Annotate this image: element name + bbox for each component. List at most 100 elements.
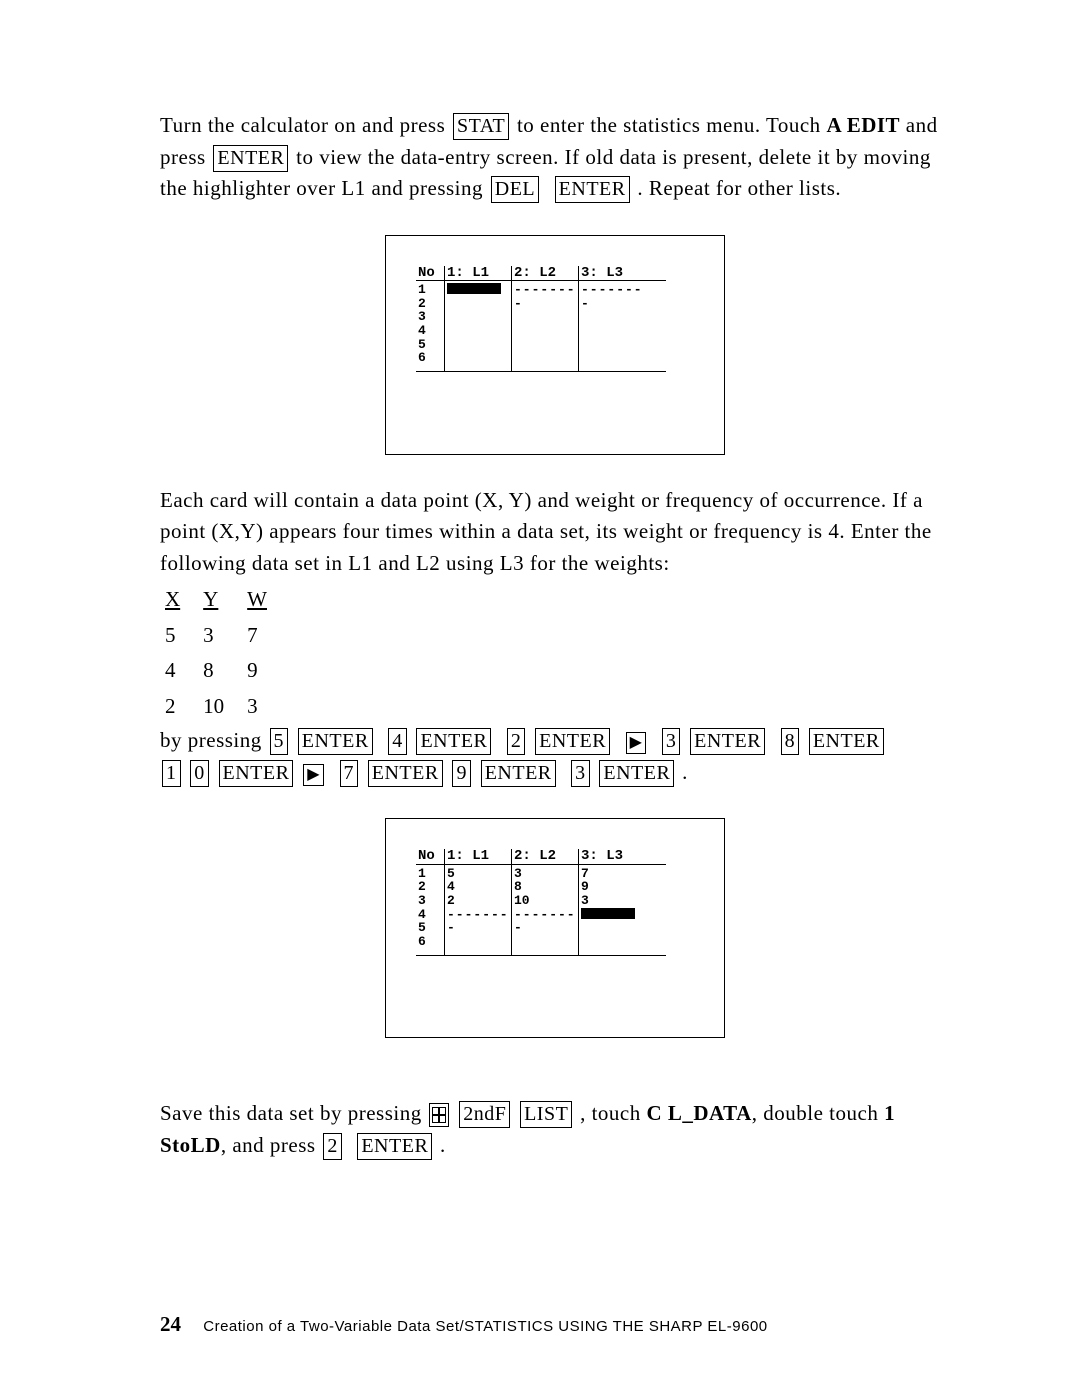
key-enter: ENTER: [298, 728, 373, 755]
text: by pressing: [160, 728, 268, 752]
col-header-l2: 2: L2: [511, 849, 578, 864]
key-enter: ENTER: [599, 760, 674, 787]
cell: 5: [447, 867, 511, 881]
key-2: 2: [323, 1133, 342, 1160]
cell: 7: [246, 619, 287, 653]
col-header-l1: 1: L1: [444, 266, 511, 281]
key-enter: ENTER: [357, 1133, 432, 1160]
highlight: [581, 908, 645, 922]
footer-text: Creation of a Two-Variable Data Set/STAT…: [203, 1318, 767, 1335]
cell: 3: [514, 867, 578, 881]
key-2: 2: [507, 728, 526, 755]
key-5: 5: [270, 728, 289, 755]
cell: 7: [581, 867, 645, 881]
cell: 9: [246, 654, 287, 688]
key-enter: ENTER: [219, 760, 294, 787]
cell: 3: [246, 690, 287, 724]
key-enter: ENTER: [416, 728, 491, 755]
col-header-no: No: [416, 849, 444, 864]
cell: 5: [164, 619, 200, 653]
screen-table: No 1: L1 2: L2 3: L3 1 2 3 4 5 6 -------…: [416, 266, 666, 373]
key-4: 4: [388, 728, 407, 755]
key-2ndf: 2ndF: [459, 1101, 510, 1128]
rownum: 1: [418, 867, 444, 881]
key-enter: ENTER: [809, 728, 884, 755]
key-enter: ENTER: [368, 760, 443, 787]
cell: 3: [581, 894, 645, 908]
col-l3: 7 9 3: [578, 865, 645, 955]
col-l1: 5 4 2 --------: [444, 865, 511, 955]
rownum: 4: [418, 908, 444, 922]
rownum: 4: [418, 324, 444, 338]
screen-body: 1 2 3 4 5 6 -------- --------: [416, 281, 666, 372]
table-row: 2 10 3: [164, 690, 287, 724]
key-enter: ENTER: [535, 728, 610, 755]
key-right-arrow: ▶: [626, 732, 647, 754]
xyw-table: X Y W 5 3 7 4 8 9 2 10 3: [162, 581, 289, 725]
rownum: 1: [418, 283, 444, 297]
key-9: 9: [452, 760, 471, 787]
screen-header: No 1: L1 2: L2 3: L3: [416, 849, 666, 865]
page-footer: 24 Creation of a Two-Variable Data Set/S…: [160, 1312, 768, 1337]
col-l2: 3 8 10 --------: [511, 865, 578, 955]
text: . Repeat for other lists.: [632, 176, 842, 200]
col-l1: [444, 281, 511, 371]
cell: 2: [164, 690, 200, 724]
cell: 2: [447, 894, 511, 908]
rownum: 5: [418, 921, 444, 935]
rownum: 2: [418, 880, 444, 894]
col-l3: --------: [578, 281, 645, 371]
highlight-bar: [581, 908, 635, 919]
text: , double touch: [752, 1101, 884, 1125]
col-y: Y: [202, 583, 244, 617]
key-sequence-line-1: by pressing 5 ENTER 4 ENTER 2 ENTER ▶ 3 …: [160, 725, 950, 757]
key-3: 3: [662, 728, 681, 755]
calculator-icon: [429, 1103, 449, 1127]
key-stat: STAT: [453, 113, 509, 140]
key-right-arrow: ▶: [303, 764, 324, 786]
calculator-screen-2: No 1: L1 2: L2 3: L3 1 2 3 4 5 6 5 4 2: [385, 818, 725, 1038]
table-header-row: X Y W: [164, 583, 287, 617]
text: Turn the calculator on and press: [160, 113, 451, 137]
cell: 9: [581, 880, 645, 894]
screen-table: No 1: L1 2: L2 3: L3 1 2 3 4 5 6 5 4 2: [416, 849, 666, 956]
cell: 8: [514, 880, 578, 894]
screen-header: No 1: L1 2: L2 3: L3: [416, 266, 666, 282]
cell: 3: [202, 619, 244, 653]
key-enter: ENTER: [213, 145, 288, 172]
calculator-screen-1: No 1: L1 2: L2 3: L3 1 2 3 4 5 6 -------…: [385, 235, 725, 455]
rownum: 3: [418, 310, 444, 324]
key-enter: ENTER: [690, 728, 765, 755]
rownum: 3: [418, 894, 444, 908]
cell: 4: [164, 654, 200, 688]
paragraph-3: Save this data set by pressing 2ndF LIST…: [160, 1098, 950, 1161]
key-list: LIST: [520, 1101, 572, 1128]
rownum: 6: [418, 935, 444, 949]
paragraph-2: Each card will contain a data point (X, …: [160, 485, 950, 580]
cell: 8: [202, 654, 244, 688]
cell: 4: [447, 880, 511, 894]
rownum: 6: [418, 351, 444, 365]
col-x: X: [164, 583, 200, 617]
col-header-l2: 2: L2: [511, 266, 578, 281]
key-7: 7: [340, 760, 359, 787]
cell: 10: [514, 894, 578, 908]
key-enter: ENTER: [555, 176, 630, 203]
col-header-l3: 3: L3: [578, 266, 645, 281]
text: , touch: [574, 1101, 646, 1125]
key-0: 0: [190, 760, 209, 787]
key-1: 1: [162, 760, 181, 787]
highlight-bar: [447, 283, 501, 294]
key-8: 8: [781, 728, 800, 755]
bold-a-edit: A EDIT: [826, 113, 900, 137]
text: to enter the statistics menu. Touch: [511, 113, 826, 137]
col-header-no: No: [416, 266, 444, 281]
col-w: W: [246, 583, 287, 617]
table-row: 4 8 9: [164, 654, 287, 688]
text: , and press: [221, 1133, 321, 1157]
col-header-l3: 3: L3: [578, 849, 645, 864]
key-del: DEL: [491, 176, 539, 203]
paragraph-1: Turn the calculator on and press STAT to…: [160, 110, 950, 205]
text: .: [676, 760, 688, 784]
key-enter: ENTER: [481, 760, 556, 787]
